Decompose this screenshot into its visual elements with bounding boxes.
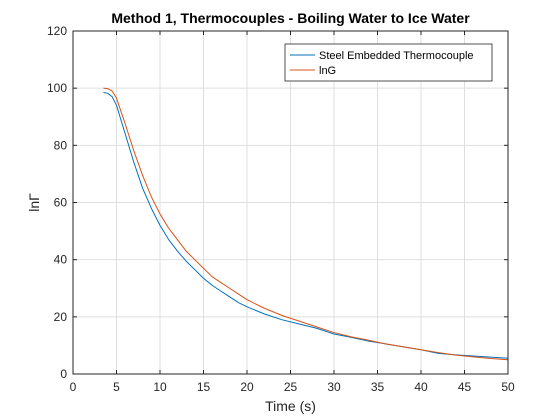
legend: Steel Embedded Thermocouple lnG [284,43,493,82]
x-tick-label: 50 [501,380,515,394]
x-tick-label: 45 [458,380,472,394]
y-axis-ticks: 0 20 40 60 80 100 120 [47,24,508,381]
y-tick-label: 60 [54,196,68,210]
x-tick-label: 30 [327,380,341,394]
y-tick-label: 120 [47,24,67,38]
y-tick-label: 80 [54,138,68,152]
x-tick-label: 35 [371,380,385,394]
x-tick-label: 20 [240,380,254,394]
legend-label-steel-embedded-thermocouple: Steel Embedded Thermocouple [319,50,474,62]
x-axis-ticks: 0 5 10 15 20 25 30 35 40 45 50 [70,31,515,394]
x-tick-label: 40 [414,380,428,394]
x-axis-label: Time (s) [265,398,316,414]
x-tick-label: 15 [197,380,211,394]
legend-label-lng: lnG [319,65,336,77]
x-tick-label: 0 [70,380,77,394]
y-axis-label: lnΓ [26,193,42,212]
legend-box [284,43,493,82]
chart-title: Method 1, Thermocouples - Boiling Water … [111,10,470,26]
x-tick-label: 5 [113,380,120,394]
y-tick-label: 100 [47,81,67,95]
series-line-lng [103,87,509,361]
x-tick-label: 25 [284,380,298,394]
x-tick-label: 10 [153,380,167,394]
y-tick-label: 0 [60,367,67,381]
series-lines [103,87,509,361]
y-tick-label: 40 [54,253,68,267]
y-tick-label: 20 [54,310,68,324]
